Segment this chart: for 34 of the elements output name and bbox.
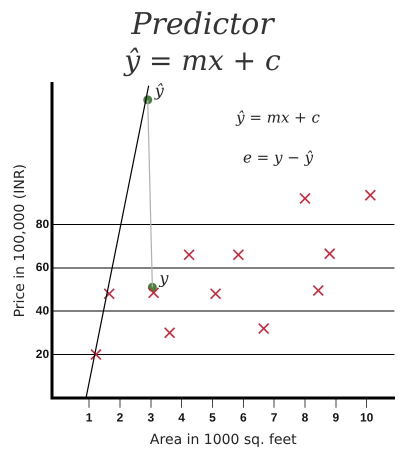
annotation: ŷ (154, 81, 165, 100)
chart-subtitle: ŷ = mx + c (122, 44, 281, 78)
x-tick-label: 8 (302, 410, 309, 424)
annotation: y (158, 268, 170, 288)
y-axis-title: Price in 100,000 (INR) (12, 164, 28, 318)
point (232, 249, 244, 261)
x-tick-label: 3 (147, 410, 154, 424)
x-tick-label: 2 (116, 410, 124, 424)
y-tick-label: 40 (36, 303, 50, 318)
point (148, 286, 160, 298)
x-tick-label: 6 (240, 410, 247, 424)
y-tick-label: 60 (36, 260, 50, 274)
point (90, 348, 102, 360)
point (258, 322, 270, 334)
point (183, 249, 195, 261)
annotation: ŷ = mx + c (235, 108, 321, 126)
point (312, 284, 324, 296)
y-tick-label: 20 (36, 346, 50, 361)
x-tick-label: 5 (209, 410, 216, 424)
x-tick-label: 4 (178, 410, 186, 424)
point (103, 288, 115, 300)
annotation: e = y − ŷ (243, 148, 314, 166)
point (164, 327, 176, 339)
chart-title: Predictor (130, 6, 276, 42)
y-tick-label: 80 (36, 216, 50, 231)
x-tick-label: 9 (332, 410, 340, 424)
point (324, 248, 336, 260)
x-tick-label: 7 (270, 410, 278, 424)
point (210, 288, 222, 300)
x-tick-label: 1 (86, 410, 93, 424)
x-tick-label: 10 (360, 410, 374, 424)
point (364, 189, 376, 201)
point (299, 192, 311, 204)
x-axis-title: Area in 1000 sq. feet (150, 432, 298, 448)
